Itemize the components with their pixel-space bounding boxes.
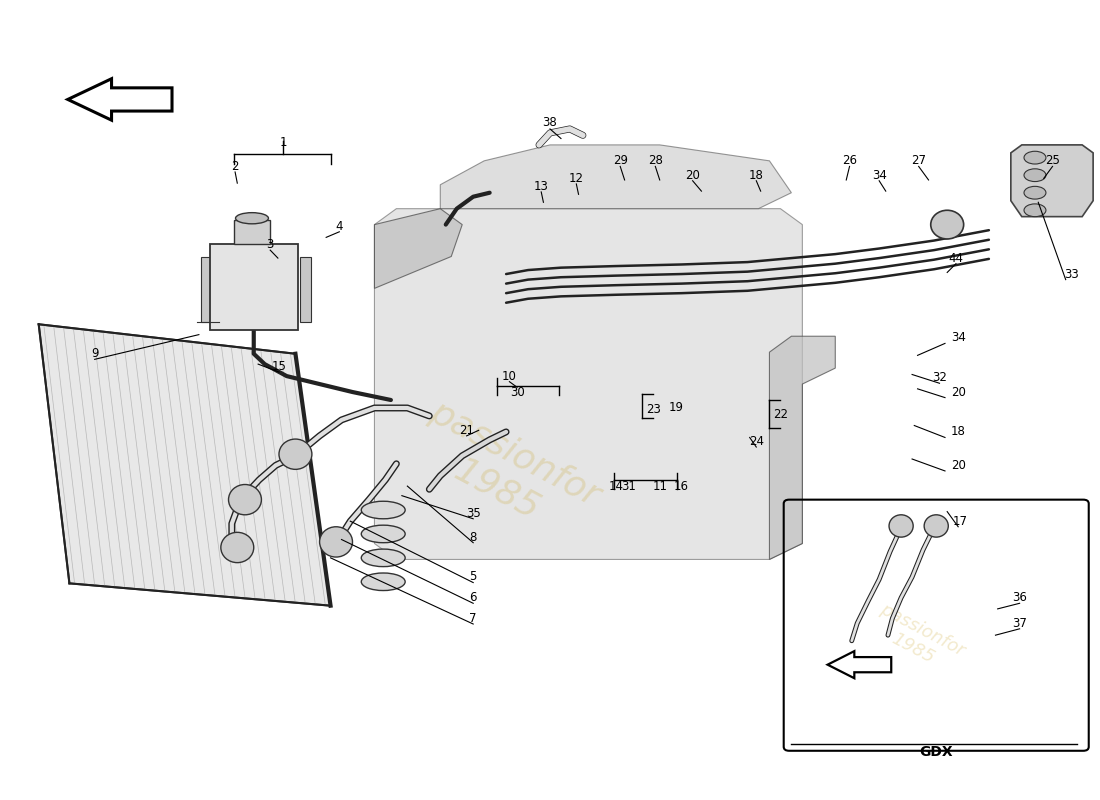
Ellipse shape	[229, 485, 262, 515]
Text: 23: 23	[646, 403, 661, 416]
Text: 19: 19	[669, 402, 684, 414]
Text: 10: 10	[502, 370, 517, 382]
Ellipse shape	[235, 213, 268, 224]
Text: 15: 15	[272, 360, 286, 373]
Polygon shape	[1011, 145, 1093, 217]
Bar	[210, 244, 298, 330]
Ellipse shape	[1024, 204, 1046, 217]
Ellipse shape	[889, 515, 913, 537]
Text: 34: 34	[950, 331, 966, 344]
Text: 1: 1	[279, 136, 287, 149]
Text: 29: 29	[613, 154, 628, 167]
Polygon shape	[39, 324, 331, 606]
Text: 20: 20	[685, 169, 700, 182]
Text: 2: 2	[231, 160, 239, 173]
Text: 34: 34	[871, 169, 887, 182]
Ellipse shape	[931, 210, 964, 239]
Text: 35: 35	[465, 506, 481, 520]
Text: 14: 14	[608, 479, 624, 493]
Text: 36: 36	[1012, 591, 1027, 604]
Text: 24: 24	[749, 435, 763, 448]
Text: 5: 5	[470, 570, 477, 583]
Ellipse shape	[1024, 169, 1046, 182]
Ellipse shape	[320, 526, 352, 557]
Text: 38: 38	[542, 116, 558, 129]
Bar	[201, 258, 212, 322]
Text: GDX: GDX	[920, 746, 953, 759]
Text: 18: 18	[950, 426, 966, 438]
Text: 8: 8	[470, 530, 477, 544]
Text: 7: 7	[470, 612, 477, 625]
Text: 22: 22	[773, 408, 788, 421]
Text: 13: 13	[534, 180, 549, 193]
Ellipse shape	[361, 549, 405, 566]
Text: 6: 6	[470, 591, 477, 604]
Polygon shape	[769, 336, 835, 559]
Text: 21: 21	[459, 424, 474, 437]
Bar	[300, 258, 311, 322]
Text: 31: 31	[621, 479, 637, 493]
Polygon shape	[440, 145, 791, 209]
Text: 27: 27	[911, 154, 926, 167]
Text: 17: 17	[953, 514, 968, 528]
Ellipse shape	[1024, 151, 1046, 164]
Ellipse shape	[279, 439, 312, 470]
Ellipse shape	[221, 532, 254, 562]
Text: 37: 37	[1012, 617, 1027, 630]
Bar	[234, 220, 270, 244]
Ellipse shape	[924, 515, 948, 537]
Text: 44: 44	[948, 251, 964, 265]
Text: 11: 11	[652, 479, 668, 493]
Text: 32: 32	[932, 371, 947, 384]
Text: 20: 20	[950, 459, 966, 472]
Polygon shape	[374, 209, 802, 559]
Polygon shape	[374, 209, 462, 288]
Text: 26: 26	[842, 154, 857, 167]
Text: 9: 9	[91, 347, 98, 360]
Text: 18: 18	[749, 169, 763, 182]
Text: 20: 20	[950, 386, 966, 398]
Text: 30: 30	[509, 386, 525, 398]
Text: 3: 3	[266, 238, 274, 251]
Ellipse shape	[1024, 186, 1046, 199]
Text: 33: 33	[1064, 267, 1079, 281]
Text: passionfor
1985: passionfor 1985	[406, 395, 606, 548]
Text: 28: 28	[648, 154, 663, 167]
Text: 25: 25	[1045, 154, 1060, 167]
Ellipse shape	[361, 573, 405, 590]
Text: passionfor
1985: passionfor 1985	[867, 600, 968, 678]
Ellipse shape	[361, 502, 405, 518]
Text: 12: 12	[569, 172, 584, 185]
Text: 4: 4	[336, 220, 343, 233]
Text: 16: 16	[674, 479, 690, 493]
Ellipse shape	[361, 525, 405, 542]
